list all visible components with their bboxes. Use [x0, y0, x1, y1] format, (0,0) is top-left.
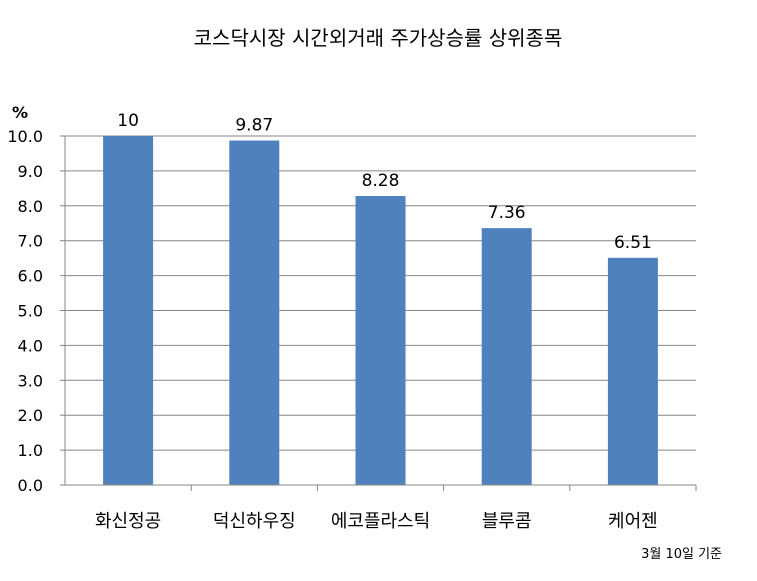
bar: [481, 228, 532, 486]
data-label: 10: [117, 111, 139, 131]
bar: [103, 136, 154, 485]
bars: [103, 136, 658, 486]
bar: [355, 196, 406, 485]
x-axis-categories: 화신정공 덕신하우징 에코플라스틱 블루콤 케어젠: [95, 485, 697, 532]
y-tick-label: 5.0: [18, 302, 43, 321]
y-tick-label: 9.0: [18, 162, 43, 181]
x-category-label: 덕신하우징: [213, 511, 296, 532]
x-category-label: 블루콤: [482, 511, 532, 532]
data-label: 7.36: [488, 203, 526, 223]
y-tick-label: 1.0: [18, 441, 43, 460]
data-label: 8.28: [362, 171, 400, 191]
y-tick-label: 7.0: [18, 232, 43, 251]
y-tick-label: 10.0: [7, 127, 43, 146]
chart-title: 코스닥시장 시간외거래 주가상승률 상위종목: [194, 26, 563, 50]
data-labels: 10 9.87 8.28 7.36 6.51: [117, 111, 652, 253]
bar: [607, 257, 658, 485]
y-axis-ticks: 0.0 1.0 2.0 3.0 4.0 5.0 6.0 7.0 8.0 9.0 10.0: [7, 127, 43, 495]
data-label: 9.87: [235, 116, 273, 136]
y-tick-label: 4.0: [18, 336, 43, 355]
date-note: 3월 10일 기준: [641, 547, 722, 562]
y-tick-label: 3.0: [18, 371, 43, 390]
y-tick-label: 6.0: [18, 267, 43, 286]
y-tick-label: 0.0: [18, 476, 43, 495]
x-category-label: 에코플라스틱: [331, 511, 430, 532]
x-category-label: 케어젠: [608, 511, 658, 532]
y-tick-label: 8.0: [18, 197, 43, 216]
bar: [229, 140, 280, 486]
data-label: 6.51: [614, 233, 652, 253]
y-axis-label: %: [12, 103, 28, 122]
y-tick-label: 2.0: [18, 406, 43, 425]
x-category-label: 화신정공: [95, 511, 161, 532]
